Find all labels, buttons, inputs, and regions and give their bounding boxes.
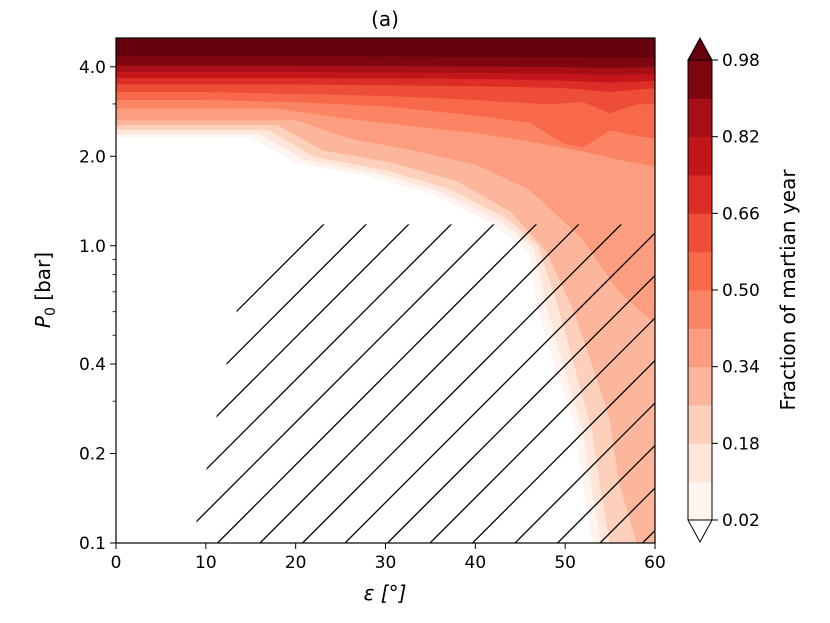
hatch-region <box>0 0 830 553</box>
colorbar-segment <box>688 98 712 138</box>
y-axis-label-unit: [bar] <box>31 252 55 307</box>
contour-band-0.98 <box>116 38 655 58</box>
y-tick-label: 4.0 <box>79 58 106 78</box>
hatch-line <box>192 224 641 543</box>
y-tick-label: 1.0 <box>79 237 106 257</box>
hatch-line <box>377 224 655 543</box>
colorbar-tick-label: 0.18 <box>722 434 760 454</box>
colorbar-segment <box>688 213 712 253</box>
hatch-line <box>192 224 655 543</box>
hatch-line <box>419 224 655 543</box>
hatch-line <box>462 224 655 543</box>
colorbar-segment <box>688 328 712 368</box>
colorbar-segment <box>688 60 712 99</box>
hatch-line <box>547 224 655 543</box>
chart-title: (a) <box>371 7 399 31</box>
colorbar-segment <box>688 443 712 483</box>
x-tick-label: 30 <box>375 553 397 573</box>
colorbar: 0.02 0.18 0.34 0.50 0.66 0.82 0.98 <box>687 36 760 544</box>
x-tick-label: 20 <box>285 553 307 573</box>
x-tick-label: 0 <box>111 553 122 573</box>
colorbar-segment <box>688 366 712 406</box>
colorbar-tick-label: 0.66 <box>722 204 760 224</box>
colorbar-tick-label: 0.34 <box>722 358 760 378</box>
x-axis-label: ε [°] <box>364 581 407 605</box>
colorbar-segment <box>688 251 712 291</box>
plot-area: 0 10 20 30 40 50 60 0.1 0.2 0.4 1.0 2.0 4.0 <box>0 0 830 573</box>
colorbar-segment <box>688 290 712 329</box>
hatch-line <box>292 224 655 543</box>
y-axis-label-subscript: 0 <box>43 307 59 316</box>
colorbar-segment <box>688 481 712 521</box>
x-tick-label: 60 <box>644 553 666 573</box>
hatch-line <box>718 0 830 553</box>
colorbar-segment <box>688 405 712 444</box>
hatch-line <box>803 0 830 553</box>
colorbar-tick-label: 0.02 <box>722 511 760 531</box>
hatch-line <box>334 224 655 543</box>
colorbar-tick-label: 0.50 <box>722 281 760 301</box>
y-tick-label: 0.4 <box>79 355 106 375</box>
colorbar-segment <box>688 136 712 176</box>
hatch-line <box>0 0 130 553</box>
hatch-line <box>632 224 655 543</box>
x-tick-label: 50 <box>554 553 576 573</box>
hatch-line <box>249 224 655 543</box>
hatch-line <box>192 224 598 543</box>
y-tick-label: 0.1 <box>79 534 106 554</box>
colorbar-segment <box>688 175 712 214</box>
colorbar-extend-min <box>687 519 713 544</box>
hatch-line <box>504 224 655 543</box>
hatch-line <box>192 224 655 543</box>
colorbar-label: Fraction of martian year <box>776 169 800 411</box>
hatch-line <box>192 224 556 543</box>
y-tick-label: 0.2 <box>79 445 106 465</box>
y-axis-label-symbol: P <box>31 315 55 328</box>
x-tick-label: 10 <box>195 553 217 573</box>
colorbar-tick-label: 0.98 <box>722 51 760 71</box>
hatch-line <box>0 0 3 553</box>
y-tick-label: 2.0 <box>79 147 106 167</box>
y-axis-label: P0 [bar] <box>31 252 59 328</box>
hatch-line <box>207 224 655 543</box>
x-tick-label: 40 <box>465 553 487 573</box>
colorbar-tick-label: 0.82 <box>722 128 760 148</box>
colorbar-extend-max <box>687 36 713 61</box>
